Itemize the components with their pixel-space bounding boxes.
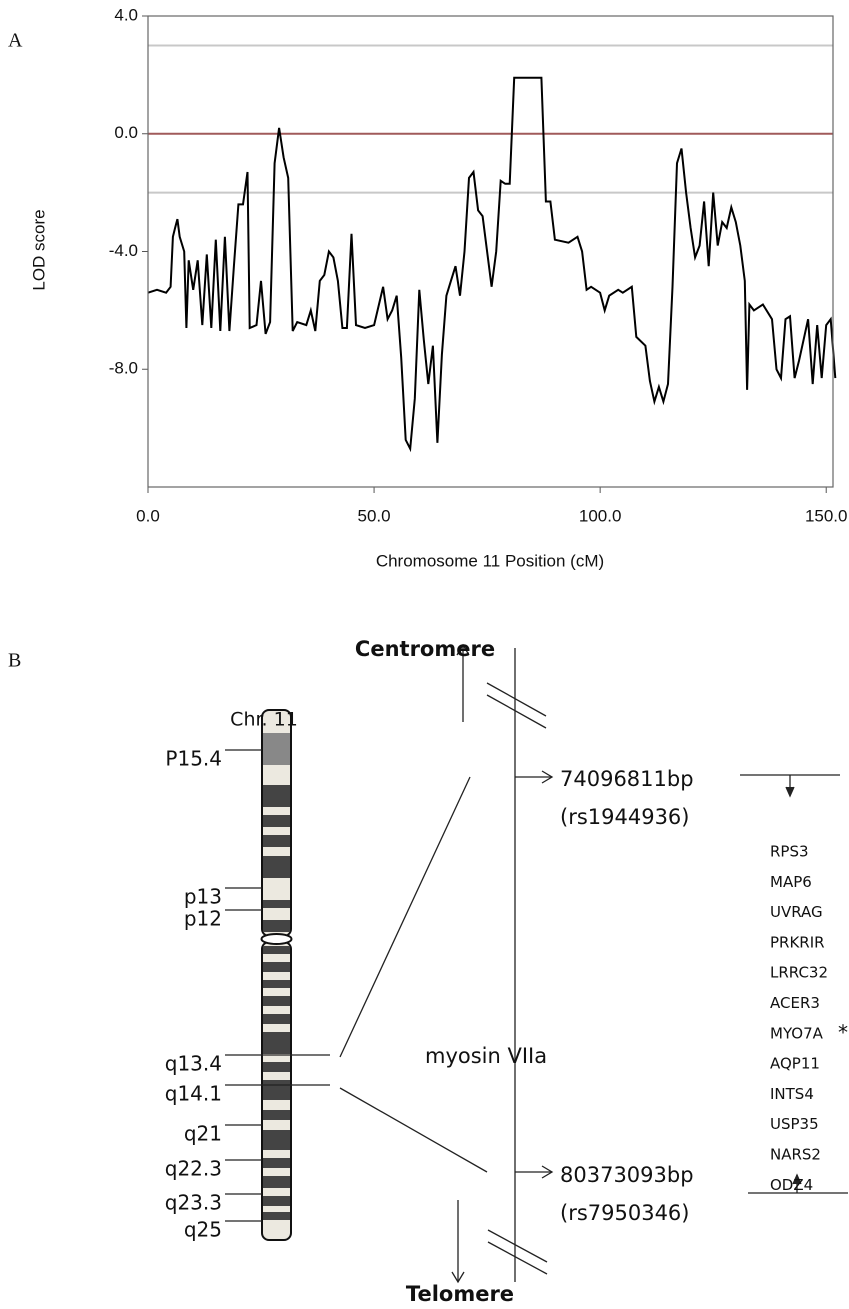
panel-label: B xyxy=(8,650,21,672)
marker-position: 80373093bp xyxy=(560,1163,694,1187)
y-tick-label: 4.0 xyxy=(114,5,138,24)
band-label: q25 xyxy=(184,1218,222,1242)
gene-label: PRKRIR xyxy=(770,933,825,951)
gene-label: NARS2 xyxy=(770,1146,821,1164)
gene-label: AQP11 xyxy=(770,1055,820,1073)
chromosome-label: Chr. 11 xyxy=(230,709,298,731)
band-label: p13 xyxy=(184,885,222,909)
gene-label: INTS4 xyxy=(770,1085,814,1103)
band-label: q21 xyxy=(184,1122,222,1146)
y-tick-label: -8.0 xyxy=(109,359,138,378)
lod-line xyxy=(147,76,837,453)
diagram-labels: Chr. 11 Centromere Telomere 74096811bp (… xyxy=(165,637,848,1306)
marker-snp: (rs1944936) xyxy=(560,805,690,829)
x-axis-title: Chromosome 11 Position (cM) xyxy=(376,551,604,570)
diagram xyxy=(225,643,848,1284)
highlight-mark: * xyxy=(838,1021,848,1045)
telomere-label: Telomere xyxy=(406,1282,514,1306)
band-label: q14.1 xyxy=(165,1082,222,1106)
gene-label: LRRC32 xyxy=(770,964,828,982)
x-tick-label: 150.0 xyxy=(805,506,848,525)
band-label: p12 xyxy=(184,907,222,931)
gene-label: ODZ4 xyxy=(770,1176,813,1194)
y-tick-label: 0.0 xyxy=(114,123,138,142)
bands xyxy=(263,733,290,1220)
band-label: q13.4 xyxy=(165,1052,222,1076)
gene-label: ACER3 xyxy=(770,994,820,1012)
band-label: q23.3 xyxy=(165,1191,222,1215)
band-label: P15.4 xyxy=(165,747,222,771)
y-axis-title: LOD score xyxy=(29,209,48,290)
plot-frame xyxy=(147,15,834,488)
gene-label: MYO7A xyxy=(770,1024,824,1042)
x-tick-label: 0.0 xyxy=(136,506,160,525)
panel-label: A xyxy=(8,30,23,52)
x-tick-label: 100.0 xyxy=(579,506,622,525)
region-label: myosin VIIa xyxy=(425,1044,547,1068)
marker-snp: (rs7950346) xyxy=(560,1201,690,1225)
gene-label: MAP6 xyxy=(770,873,812,891)
centromere-label: Centromere xyxy=(355,637,495,661)
y-tick-label: -4.0 xyxy=(109,241,138,260)
chart: LOD score Chromosome 11 Position (cM) 4.… xyxy=(29,5,847,570)
gene-label: USP35 xyxy=(770,1115,819,1133)
gene-label: RPS3 xyxy=(770,843,809,861)
marker-position: 74096811bp xyxy=(560,767,694,791)
band-label: q22.3 xyxy=(165,1157,222,1181)
x-tick-label: 50.0 xyxy=(358,506,391,525)
gene-label: UVRAG xyxy=(770,903,823,921)
